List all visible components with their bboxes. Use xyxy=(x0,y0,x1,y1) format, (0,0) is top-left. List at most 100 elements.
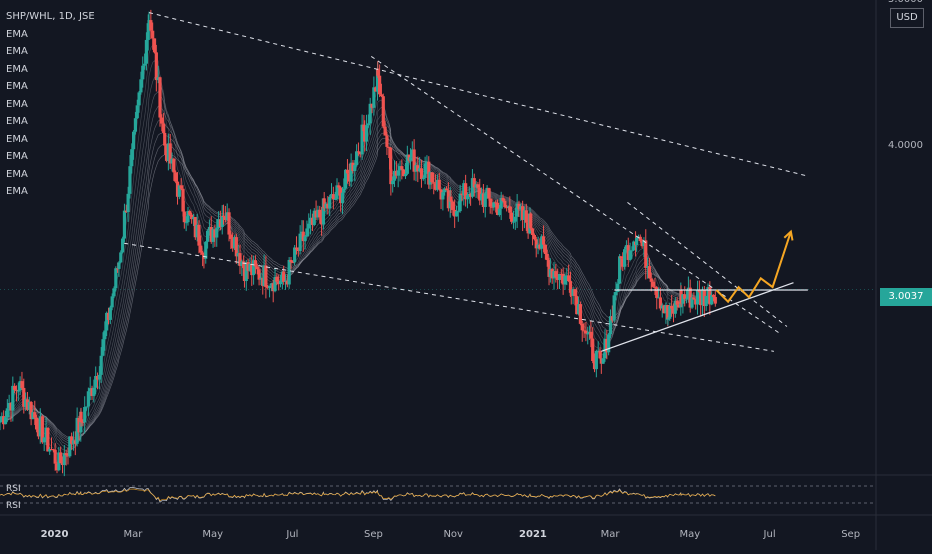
candle xyxy=(556,268,560,290)
candle xyxy=(49,437,54,451)
indicator-ema-3[interactable]: EMA xyxy=(6,63,28,75)
indicator-ema-9[interactable]: EMA xyxy=(6,168,28,180)
candle xyxy=(614,281,618,301)
candle xyxy=(94,366,98,395)
candle xyxy=(108,305,112,325)
candle xyxy=(458,184,462,213)
candle xyxy=(105,311,109,337)
rsi-label-1[interactable]: RSI xyxy=(6,484,21,494)
candle xyxy=(711,294,716,302)
x-tick-label: Sep xyxy=(841,529,860,540)
indicator-ema-2[interactable]: EMA xyxy=(6,46,28,57)
indicator-ema-8[interactable]: EMA xyxy=(6,151,28,162)
candle xyxy=(540,234,544,258)
trendline-4 xyxy=(627,202,788,327)
candle xyxy=(329,183,334,199)
x-tick-label: Sep xyxy=(364,529,383,540)
candle xyxy=(624,240,629,253)
candle xyxy=(139,71,143,95)
candle xyxy=(517,200,521,218)
currency-button[interactable]: USD xyxy=(890,8,924,28)
candle xyxy=(374,86,378,92)
candle xyxy=(103,321,107,351)
candle xyxy=(73,431,77,456)
candle xyxy=(122,203,127,243)
candle xyxy=(521,200,525,232)
candle xyxy=(246,258,250,279)
candle xyxy=(130,143,134,174)
candle xyxy=(345,159,350,184)
candle xyxy=(522,206,527,229)
candle xyxy=(22,378,26,414)
candle xyxy=(287,257,291,289)
candle xyxy=(83,396,87,434)
candle xyxy=(494,200,498,213)
candle xyxy=(308,209,313,235)
candle xyxy=(403,162,408,179)
indicator-ema-10[interactable]: EMA xyxy=(6,186,28,197)
candle xyxy=(688,279,692,313)
candle xyxy=(142,53,147,70)
candle xyxy=(266,284,270,290)
candle xyxy=(121,236,125,254)
candle xyxy=(664,302,668,324)
candle xyxy=(119,250,123,264)
candle xyxy=(289,256,293,270)
candle xyxy=(253,255,258,274)
candle xyxy=(392,160,397,187)
candle xyxy=(515,194,519,229)
candle xyxy=(679,285,683,307)
indicator-ema-7[interactable]: EMA xyxy=(6,133,28,145)
candle xyxy=(273,268,277,293)
candle xyxy=(394,161,398,179)
candle xyxy=(508,196,512,219)
candle xyxy=(599,351,603,374)
candle xyxy=(248,257,252,272)
candle xyxy=(195,213,199,242)
candle xyxy=(567,264,571,283)
candle xyxy=(383,120,387,136)
indicator-ema-1[interactable]: EMA xyxy=(6,28,28,40)
candle xyxy=(60,456,65,474)
candle xyxy=(668,302,672,321)
x-tick-label: May xyxy=(202,529,223,540)
candle xyxy=(684,290,689,304)
candle xyxy=(530,227,535,246)
candle xyxy=(381,93,385,129)
candle xyxy=(580,320,584,342)
candle xyxy=(391,176,395,193)
indicator-ema-4[interactable]: EMA xyxy=(6,81,28,92)
candle xyxy=(278,274,283,288)
candle xyxy=(444,186,449,191)
candle xyxy=(586,326,590,345)
candle xyxy=(156,65,160,84)
candle xyxy=(46,427,50,452)
rsi-line-2 xyxy=(0,488,716,502)
candle xyxy=(158,76,162,127)
candle xyxy=(543,244,547,260)
indicator-ema-5[interactable]: EMA xyxy=(6,98,28,110)
candle xyxy=(495,199,500,216)
indicator-ema-6[interactable]: EMA xyxy=(6,116,28,127)
x-tick-label: Nov xyxy=(443,529,463,540)
candle xyxy=(548,258,552,283)
candle xyxy=(88,376,92,401)
candle xyxy=(670,294,674,317)
candle xyxy=(207,219,212,236)
candle xyxy=(425,155,429,174)
candle xyxy=(656,287,661,299)
rsi-label-2[interactable]: RSI xyxy=(6,501,21,511)
x-tick-label: Jul xyxy=(763,529,776,540)
candle xyxy=(462,180,466,206)
candle xyxy=(584,322,588,342)
candle xyxy=(405,145,409,176)
candle xyxy=(9,402,13,422)
candle xyxy=(532,233,536,241)
candle xyxy=(646,257,650,279)
candle xyxy=(277,274,281,291)
candle xyxy=(174,170,178,184)
candle xyxy=(133,111,138,135)
candle xyxy=(644,229,648,280)
candle xyxy=(478,178,482,206)
